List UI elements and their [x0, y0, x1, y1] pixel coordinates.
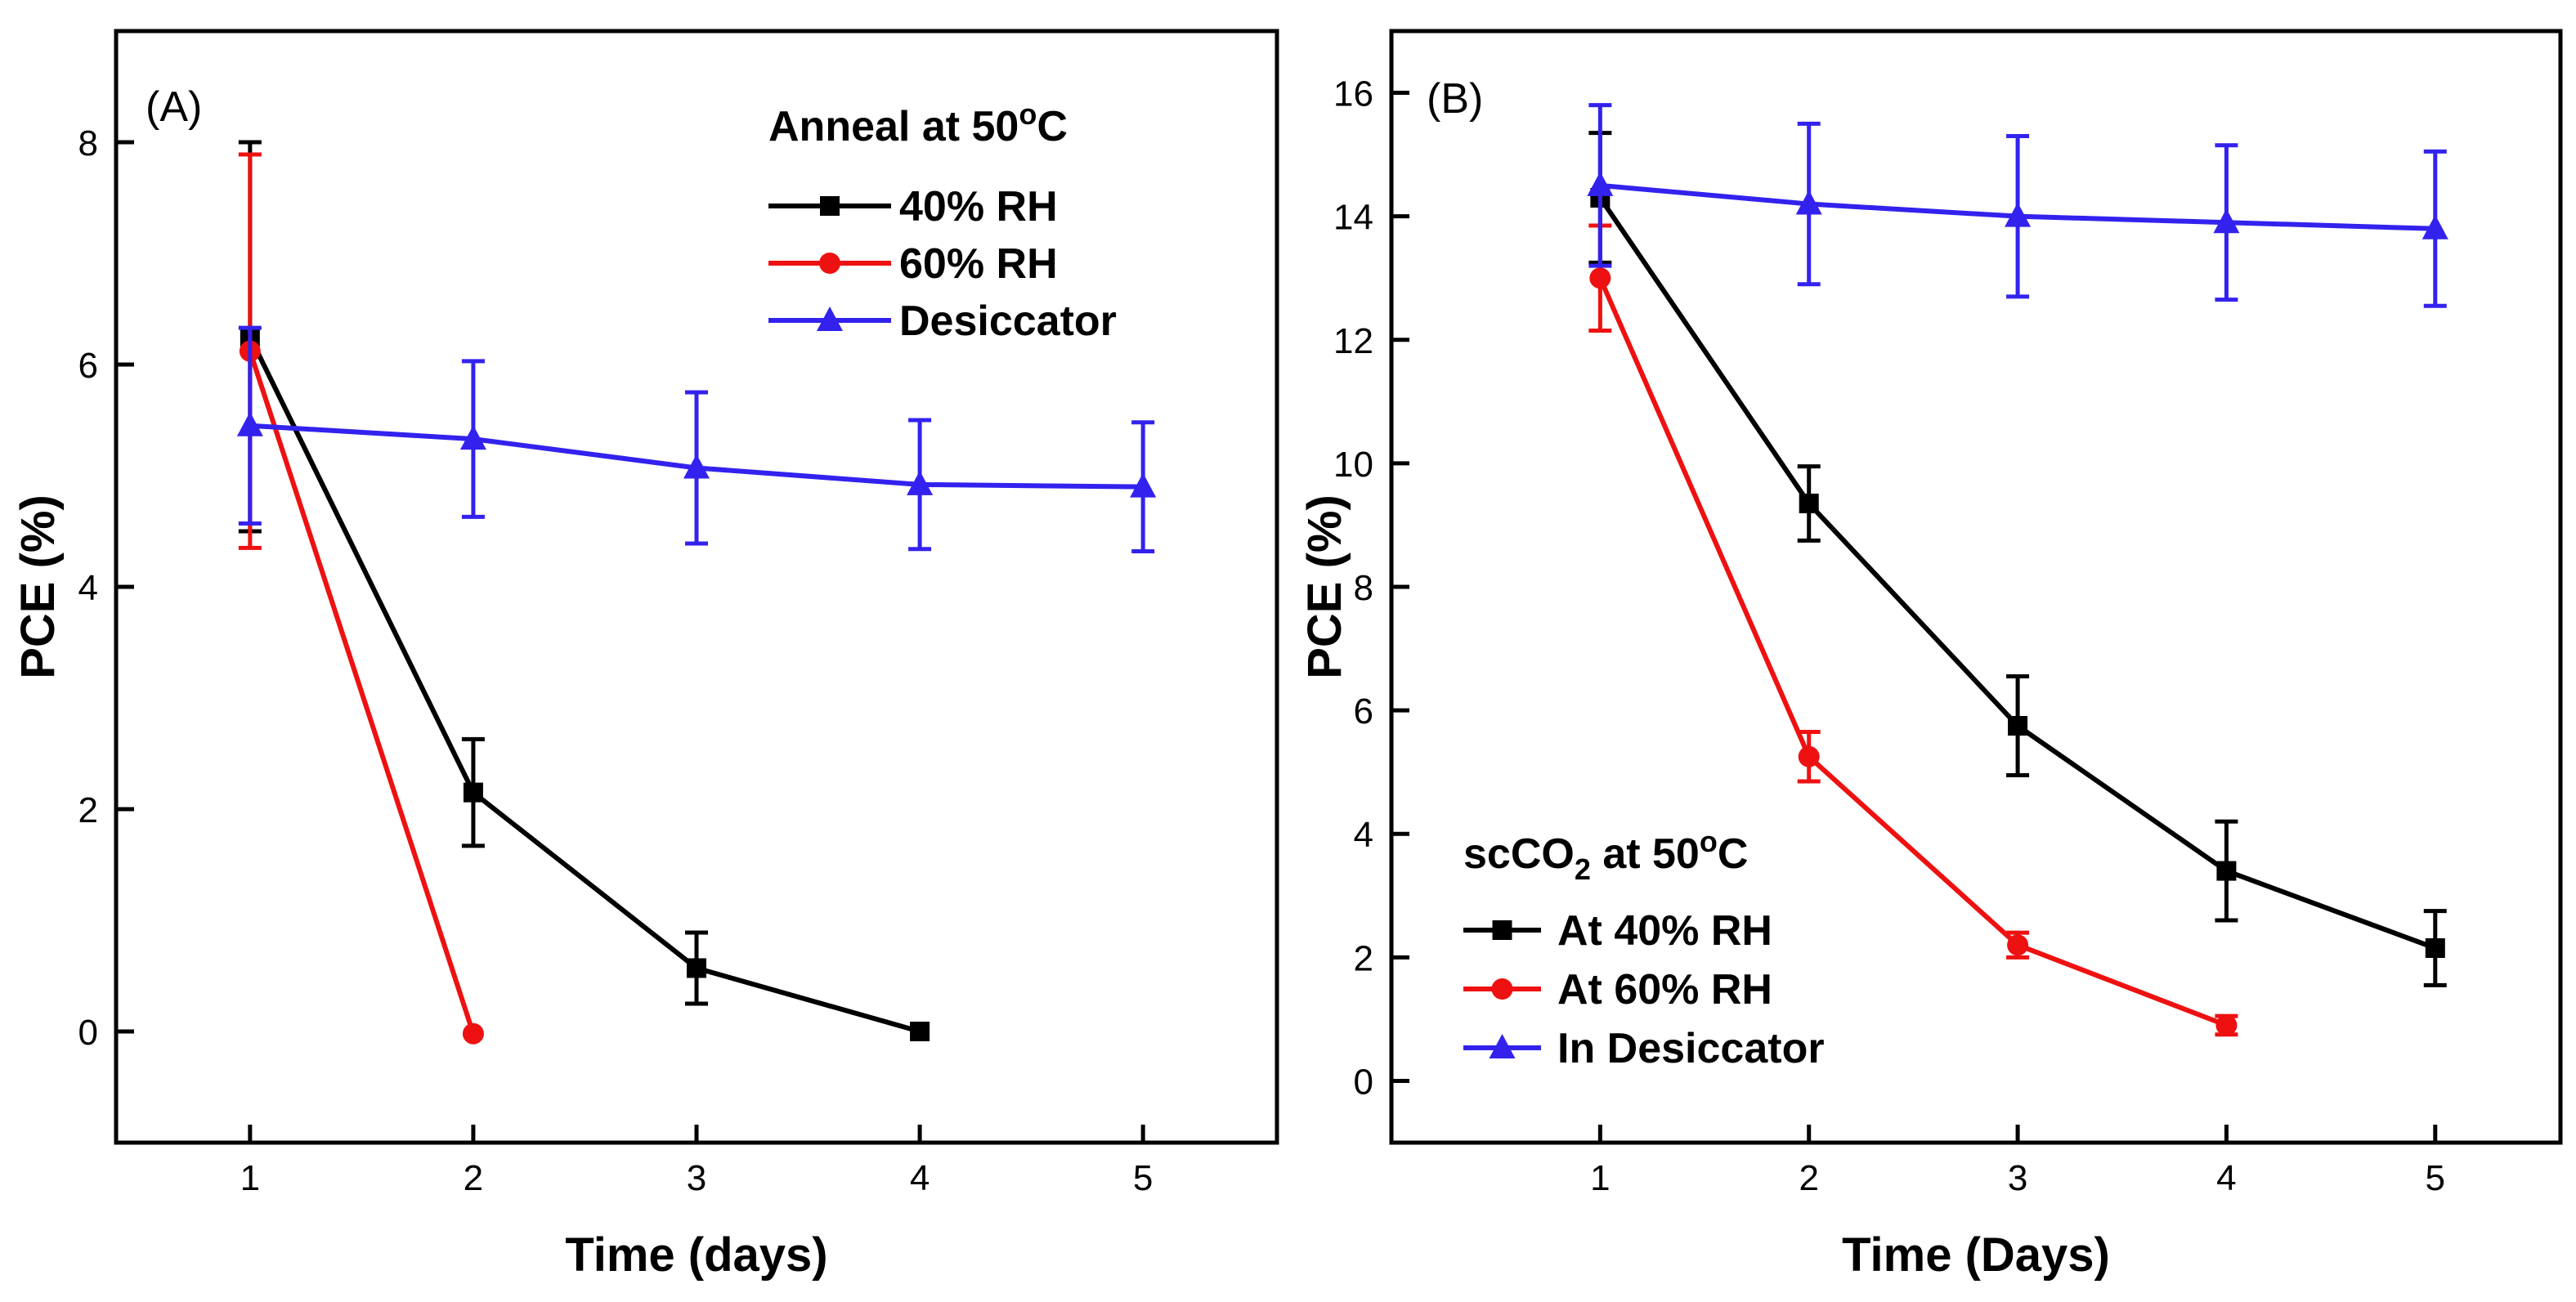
panel-b-x-axis-title: Time (Days) [1842, 1228, 2110, 1282]
panel-b-at-40-rh-point [1799, 494, 1819, 513]
panel-b-y-tick-label: 16 [1333, 74, 1373, 114]
panel-a-legend-swatch-marker [819, 253, 840, 274]
panel-b-at-60-rh-point [2215, 1014, 2238, 1036]
panel-a-desiccator-point [459, 425, 486, 450]
panel-a-y-tick-label: 2 [78, 790, 98, 830]
panel-b-legend-swatch-marker [1489, 1034, 1516, 1058]
panel-a-x-tick-label: 3 [687, 1158, 706, 1198]
panel-a-legend-label: Desiccator [899, 298, 1117, 345]
panel-a-x-tick-label: 5 [1133, 1158, 1153, 1198]
panel-a-legend-title: Anneal at 50oC [768, 97, 1068, 150]
panel-b-in-desiccator-point [1587, 171, 1614, 196]
panel-a-chart: 1 2 3 4 5 0 2 4 6 8 (A) Time (days) PCE (%) Annea… [11, 29, 1279, 1282]
panel-b-legend-label: At 40% RH [1557, 907, 1772, 955]
panel-b-at-60-rh-point [1798, 745, 1820, 767]
panel-b-legend-item-at-40-rh: At 40% RH [1463, 907, 1772, 955]
panel-a-y-tick-label: 0 [78, 1013, 98, 1053]
panel-b-x-tick-label: 4 [2216, 1158, 2236, 1198]
panel-a-y-tick-label: 8 [78, 123, 98, 163]
panel-a-legend-item-desiccator: Desiccator [768, 298, 1117, 345]
panel-b-x-tick-label: 3 [2008, 1158, 2027, 1198]
panel-b-x-tick-label: 1 [1590, 1158, 1610, 1198]
panel-b-series-in-desiccator [1587, 103, 2448, 308]
panel-a-y-tick-label: 6 [78, 346, 98, 386]
panel-b-legend-swatch-marker [1491, 978, 1513, 1000]
panel-a-x-axis-title: Time (days) [565, 1228, 827, 1282]
panel-a-desiccator-point [683, 454, 710, 479]
panel-b-series-at-40-rh [1588, 131, 2447, 987]
panel-a-desiccator-point [907, 470, 934, 495]
panel-a-x-tick-label: 1 [240, 1158, 260, 1198]
panel-a-desiccator-point [1130, 472, 1157, 498]
panel-a-x-tick-label: 4 [910, 1158, 930, 1198]
panel-a-series-desiccator [236, 325, 1157, 553]
panel-b-y-tick-label: 14 [1333, 198, 1373, 238]
panel-b-y-tick-label: 12 [1333, 321, 1373, 361]
panel-b-series-group [1587, 103, 2448, 1037]
panel-a-legend-swatch-marker [820, 196, 840, 216]
panel-b-legend: scCO2 at 50oC At 40% RH At 60% RH In Desic… [1463, 825, 1825, 1072]
panel-a-legend-swatch-marker [817, 306, 843, 331]
panel-b-legend-item-in-desiccator: In Desiccator [1463, 1025, 1825, 1072]
panel-a-60-rh-line [247, 350, 476, 1035]
panel-a-series-group [236, 140, 1157, 1045]
panel-b-y-axis-title: PCE (%) [1298, 494, 1351, 679]
panel-a-desiccator-point [236, 411, 263, 436]
panel-b-label: (B) [1427, 75, 1483, 123]
panel-b-y-tick-label: 2 [1354, 938, 1373, 978]
panel-b-in-desiccator-point [1795, 190, 1822, 215]
panel-b-x-tick-label: 2 [1799, 1158, 1818, 1198]
panel-b-in-desiccator-point [2213, 208, 2240, 234]
panel-b-x-tick-label: 5 [2426, 1158, 2445, 1198]
panel-b-in-desiccator-point [2421, 214, 2448, 239]
panel-a-60-rh-point [462, 1022, 484, 1045]
panel-a-legend-label: 40% RH [899, 183, 1058, 230]
panel-a-legend-label: 60% RH [899, 240, 1058, 288]
panel-a-legend-item-60-rh: 60% RH [768, 240, 1058, 288]
panel-b-y-tick-label: 0 [1354, 1062, 1373, 1102]
panel-b-at-60-rh-point [1589, 267, 1611, 289]
panel-b-at-40-rh-point [2425, 938, 2445, 958]
panel-b-legend-label: In Desiccator [1557, 1025, 1825, 1072]
panel-b-at-60-rh-point [2007, 934, 2029, 956]
panel-b-legend-label: At 60% RH [1557, 966, 1772, 1013]
panel-a-40-rh-point [910, 1022, 930, 1041]
panel-a-y-axis-title: PCE (%) [11, 494, 65, 679]
panel-a-40-rh-point [687, 958, 706, 978]
panel-a-label: (A) [146, 83, 202, 131]
panel-a-legend: Anneal at 50oC 40% RH 60% RH Desiccator [768, 97, 1117, 345]
panel-a-legend-item-40-rh: 40% RH [768, 183, 1058, 230]
panel-b-in-desiccator-point [2005, 202, 2032, 227]
panel-b-legend-item-at-60-rh: At 60% RH [1463, 966, 1772, 1013]
panel-b-at-40-rh-point [2216, 861, 2237, 881]
panel-b-at-60-rh-line [1597, 277, 2228, 1028]
panel-a-40-rh-point [463, 782, 483, 803]
panel-b-y-tick-label: 8 [1354, 568, 1373, 608]
panel-b-legend-title: scCO2 at 50oC [1463, 825, 1748, 886]
panel-a-x-tick-label: 2 [464, 1158, 483, 1198]
panel-b-y-tick-label: 10 [1333, 445, 1373, 485]
panel-b-y-tick-label: 6 [1354, 691, 1373, 732]
panel-a-40-rh-line [248, 335, 921, 1034]
panel-a-axis-ticks: 1 2 3 4 5 0 2 4 6 8 [78, 123, 1154, 1198]
panel-b-legend-swatch-marker [1492, 920, 1512, 940]
panel-a-y-tick-label: 4 [78, 568, 98, 608]
panel-b-y-tick-label: 4 [1354, 815, 1373, 855]
panel-b-at-40-rh-point [2008, 716, 2028, 736]
